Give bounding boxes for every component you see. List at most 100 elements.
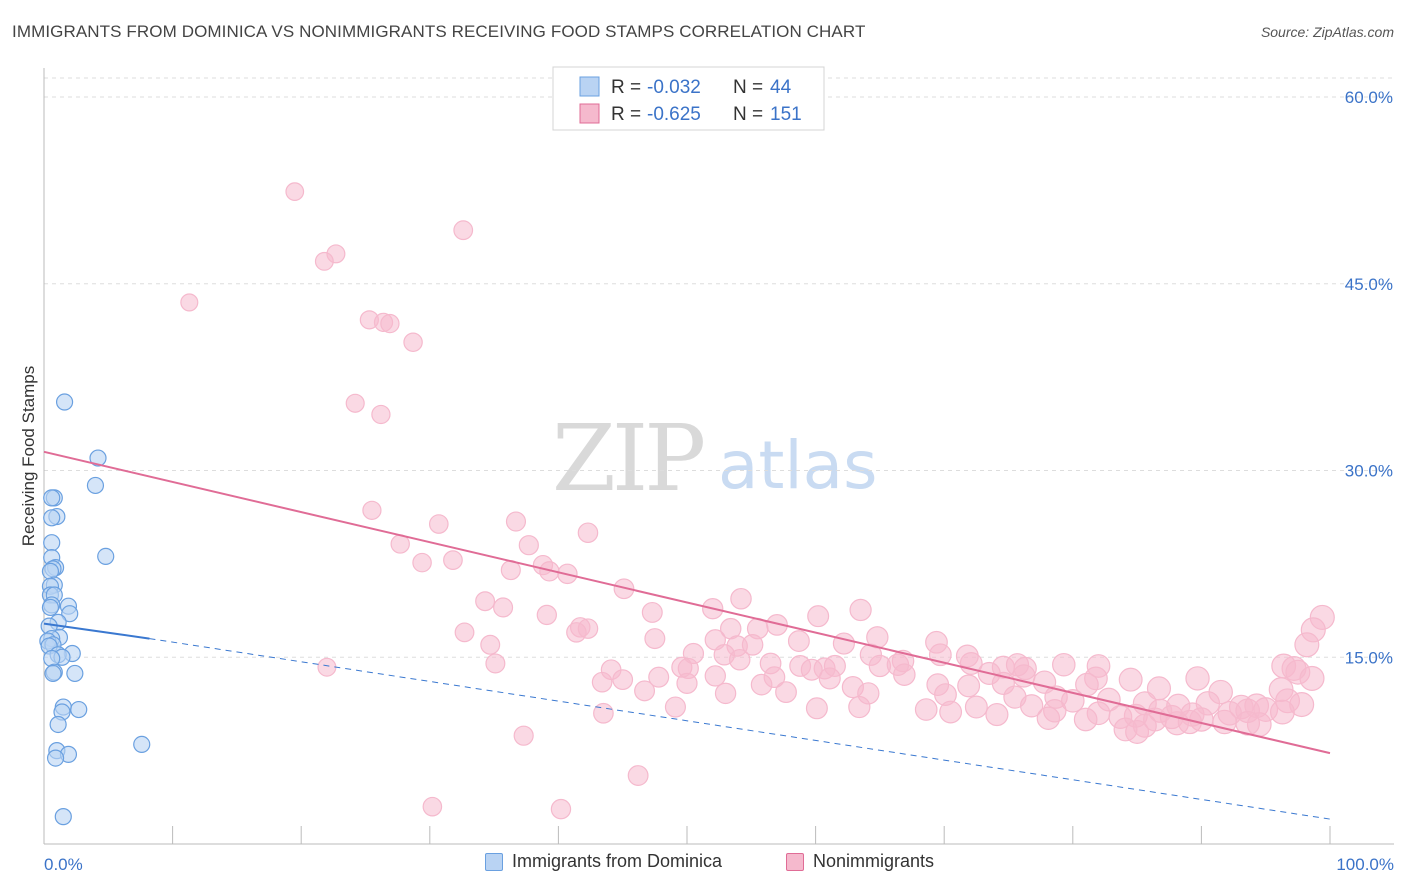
legend-r-value: -0.625 — [647, 104, 701, 125]
dominica-point — [43, 489, 61, 507]
y-tick-label: 45.0% — [1345, 275, 1393, 294]
chart-title: IMMIGRANTS FROM DOMINICA VS NONIMMIGRANT… — [12, 22, 866, 41]
nonimmigrant-point — [1019, 694, 1044, 718]
nonimmigrant-point — [493, 597, 514, 618]
nonimmigrant-point — [380, 313, 400, 334]
x-tick-label-max: 100.0% — [1336, 855, 1394, 874]
nonimmigrant-point — [807, 605, 830, 628]
nonimmigrant-point — [475, 591, 496, 612]
dominica-point — [61, 605, 79, 623]
nonimmigrant-point — [1118, 667, 1143, 692]
nonimmigrant-point — [480, 634, 501, 655]
nonimmigrant-point — [403, 332, 423, 353]
nonimmigrant-point — [453, 220, 474, 241]
nonimmigrant-point — [848, 695, 871, 719]
trend-lines — [43, 450, 1331, 820]
nonimmigrant-point — [893, 663, 916, 686]
nonimmigrant-point — [591, 671, 613, 693]
nonimmigrant-point — [422, 796, 443, 817]
x-ticks — [43, 826, 1331, 844]
nonimmigrant-point — [1269, 699, 1295, 725]
legend-swatch-dominica — [485, 852, 503, 871]
watermark-zip: ZIP — [552, 405, 703, 512]
nonimmigrant-point — [805, 697, 828, 720]
legend-n-value: 44 — [770, 77, 792, 98]
nonimmigrant-point — [1073, 707, 1098, 732]
nonimmigrant-point — [577, 522, 599, 544]
nonimmigrant-point — [787, 630, 810, 653]
legend-n-label: N = — [733, 104, 763, 125]
y-tick-label: 30.0% — [1345, 462, 1393, 481]
dominica-point — [49, 715, 67, 734]
dominica-point — [89, 449, 107, 467]
dominica-point — [46, 749, 65, 767]
nonimmigrant-point — [550, 798, 572, 820]
nonimmigrant-point — [714, 682, 737, 705]
nonimmigrant-point — [849, 598, 872, 622]
dominica-point — [43, 509, 61, 527]
nonimmigrant-point — [613, 578, 635, 600]
nonimmigrant-point — [728, 648, 751, 671]
nonimmigrant-point — [775, 681, 797, 704]
dominica-point — [44, 664, 62, 683]
legend-item-dominica[interactable]: Immigrants from Dominica — [485, 851, 722, 872]
dominica-trend-extension — [149, 638, 1331, 820]
nonimmigrant-point — [1235, 710, 1261, 736]
nonimmigrants-trend-line — [43, 450, 1331, 755]
nonimmigrant-point — [577, 618, 599, 639]
nonimmigrant-point — [412, 552, 432, 573]
nonimmigrant-point — [664, 696, 686, 718]
nonimmigrant-point — [454, 622, 475, 643]
nonimmigrant-point — [1299, 665, 1325, 691]
nonimmigrant-point — [741, 633, 764, 656]
nonimmigrant-point — [317, 657, 337, 677]
nonimmigrant-point — [985, 702, 1009, 727]
nonimmigrant-point — [959, 651, 983, 675]
legend-label-dominica: Immigrants from Dominica — [512, 851, 723, 871]
nonimmigrant-point — [505, 511, 527, 532]
nonimmigrant-point — [676, 672, 698, 694]
nonimmigrant-point — [314, 251, 334, 271]
dominica-point — [55, 393, 74, 411]
nonimmigrant-point — [1185, 666, 1210, 691]
grid-lines — [44, 77, 1394, 658]
nonimmigrant-point — [644, 628, 666, 650]
nonimmigrant-point — [1052, 652, 1076, 677]
x-tick-label-min: 0.0% — [44, 855, 83, 874]
nonimmigrant-point — [818, 667, 841, 690]
bottom-legend: Immigrants from Dominica Nonimmigrants — [0, 851, 1406, 877]
nonimmigrant-point — [634, 680, 656, 702]
nonimmigrant-point — [641, 601, 663, 623]
dominica-points — [39, 393, 151, 826]
dominica-point — [70, 700, 88, 719]
legend-swatch-nonimmigrants — [786, 852, 804, 871]
nonimmigrant-point — [627, 765, 649, 786]
legend-swatch-blue — [579, 76, 600, 97]
y-tick-labels: 15.0% 30.0% 45.0% 60.0% — [1345, 88, 1393, 667]
nonimmigrant-point — [612, 669, 634, 691]
nonimmigrant-point — [648, 666, 670, 688]
nonimmigrant-point — [939, 700, 963, 724]
legend-box: R = -0.032 N = 44 R = -0.625 N = 151 — [552, 66, 825, 131]
dominica-trend-line — [43, 622, 150, 640]
dominica-point — [97, 547, 115, 566]
nonimmigrant-point — [518, 535, 539, 556]
nonimmigrant-point — [750, 673, 773, 696]
nonimmigrant-point — [180, 293, 199, 312]
nonimmigrant-point — [1294, 632, 1320, 658]
dominica-point — [41, 598, 60, 617]
dominica-point — [133, 735, 151, 754]
dominica-point — [66, 664, 84, 683]
nonimmigrant-point — [443, 550, 463, 571]
nonimmigrant-point — [362, 500, 382, 520]
y-tick-label: 15.0% — [1345, 648, 1393, 667]
nonimmigrant-point — [964, 695, 988, 719]
nonimmigrant-point — [914, 698, 938, 721]
legend-item-nonimmigrants[interactable]: Nonimmigrants — [786, 851, 934, 872]
legend-label-nonimmigrants: Nonimmigrants — [813, 851, 935, 871]
source-credit: Source: ZipAtlas.com — [1260, 24, 1394, 40]
dominica-point — [86, 476, 105, 495]
legend-n-label: N = — [733, 77, 763, 98]
nonimmigrant-point — [536, 604, 557, 626]
